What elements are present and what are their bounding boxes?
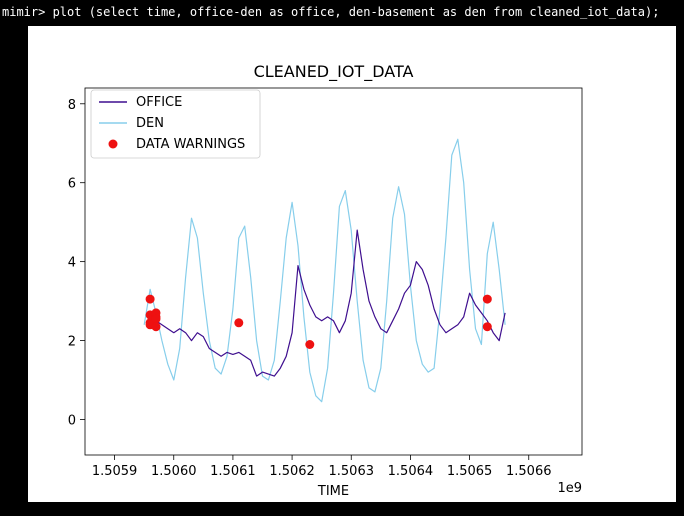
terminal-command-line: mimir> plot (select time, office-den as … <box>2 5 660 19</box>
chart-title: CLEANED_IOT_DATA <box>254 62 414 82</box>
y-tick-label: 2 <box>68 335 76 350</box>
ticks-layer: 1.5059 1.5060 1.5061 1.5062 1.5063 1.5064 1.50… <box>68 98 552 479</box>
legend-den-label: DEN <box>136 116 164 131</box>
x-axis-label: TIME <box>317 484 349 499</box>
x-tick-label: 1.5062 <box>269 464 315 479</box>
y-tick-label: 8 <box>68 98 76 113</box>
plot-figure: 1.5059 1.5060 1.5061 1.5062 1.5063 1.5064 1.50… <box>28 26 676 502</box>
series-line-office <box>149 229 506 377</box>
warning-point <box>482 294 492 304</box>
legend-warnings-swatch <box>108 139 118 149</box>
y-tick-label: 0 <box>68 413 76 428</box>
x-tick-label: 1.5064 <box>388 464 434 479</box>
legend-box <box>90 89 261 159</box>
x-tick-label: 1.5060 <box>151 464 197 479</box>
warning-point <box>151 314 161 324</box>
warning-point <box>234 318 244 328</box>
x-tick-label: 1.5063 <box>329 464 375 479</box>
x-tick-label: 1.5059 <box>92 464 138 479</box>
warning-point <box>482 322 492 332</box>
y-tick-label: 4 <box>68 256 76 271</box>
legend: OFFICE DEN DATA WARNINGS <box>90 89 261 159</box>
x-axis-offset-label: 1e9 <box>557 481 582 496</box>
warning-point <box>151 322 161 332</box>
legend-office-label: OFFICE <box>136 95 182 110</box>
x-tick-label: 1.5065 <box>447 464 493 479</box>
warning-point <box>145 294 155 304</box>
plot-layer <box>143 138 506 403</box>
x-tick-label: 1.5066 <box>506 464 552 479</box>
x-tick-label: 1.5061 <box>210 464 256 479</box>
warning-point <box>305 340 315 349</box>
plot-axes-frame <box>84 87 583 456</box>
y-tick-label: 6 <box>68 177 76 192</box>
series-line-den <box>143 138 506 403</box>
legend-warnings-label: DATA WARNINGS <box>136 137 245 152</box>
chart-svg: 1.5059 1.5060 1.5061 1.5062 1.5063 1.5064 1.50… <box>68 62 583 499</box>
